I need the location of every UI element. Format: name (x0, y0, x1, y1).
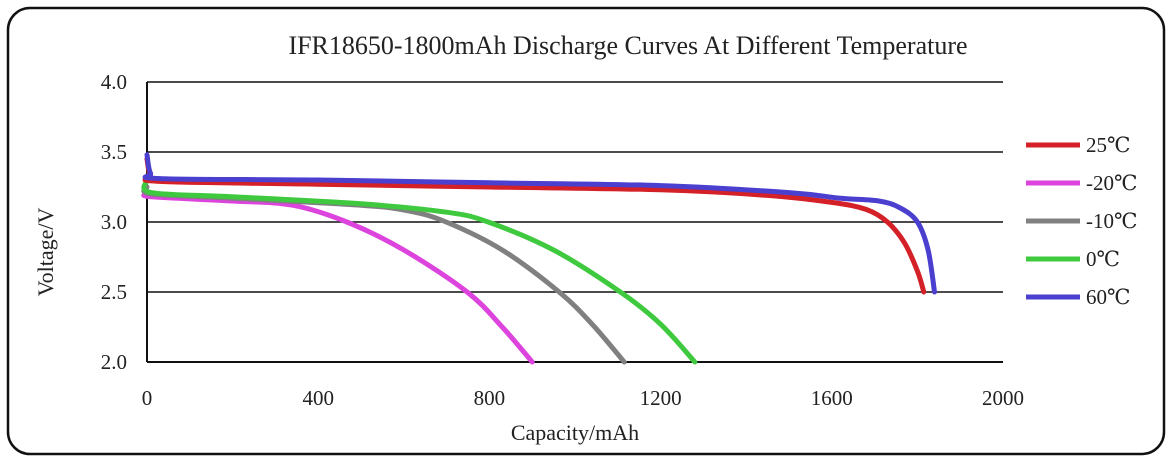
y-axis-label: Voltage/V (33, 207, 58, 296)
x-tick-label: 1600 (811, 386, 853, 410)
legend-label: 60℃ (1086, 285, 1131, 309)
chart-frame (6, 6, 1166, 456)
y-tick-label: 2.5 (101, 280, 127, 304)
series-line-4 (142, 152, 938, 295)
y-tick-label: 2.0 (101, 350, 127, 374)
chart-title: IFR18650-1800mAh Discharge Curves At Dif… (288, 31, 967, 60)
legend-label: -20℃ (1086, 171, 1138, 195)
x-axis-label: Capacity/mAh (511, 420, 639, 445)
x-tick-label: 2000 (982, 386, 1024, 410)
legend-label: 0℃ (1086, 247, 1120, 271)
y-tick-label: 4.0 (101, 70, 127, 94)
legend-label: -10℃ (1086, 209, 1138, 233)
y-tick-label: 3.5 (101, 140, 127, 164)
legend-label: 25℃ (1086, 133, 1131, 157)
x-tick-label: 400 (302, 386, 334, 410)
x-tick-label: 800 (474, 386, 506, 410)
series-line-0 (142, 156, 927, 295)
x-tick-label: 1200 (640, 386, 682, 410)
y-tick-label: 3.0 (101, 210, 127, 234)
x-tick-label: 0 (142, 386, 153, 410)
series-line-1 (141, 191, 535, 365)
series-line-3 (141, 177, 698, 365)
